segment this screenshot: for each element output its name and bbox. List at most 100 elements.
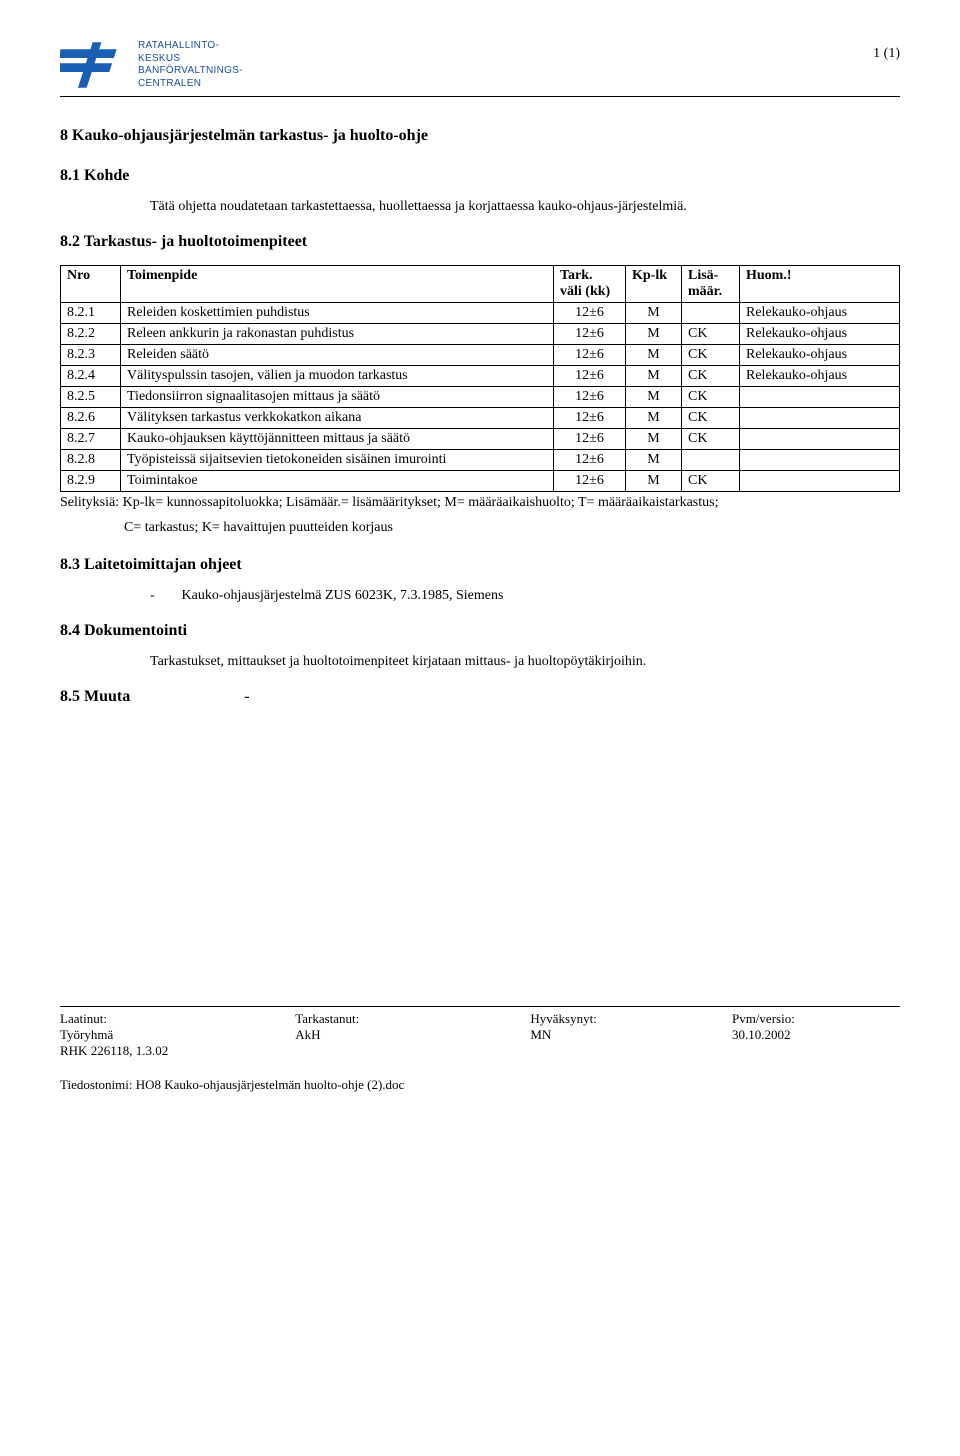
cell-kplk: M (626, 366, 682, 387)
cell-kplk: M (626, 324, 682, 345)
col-tark: Tark. väli (kk) (554, 266, 626, 303)
table-row: 8.2.2Releen ankkurin ja rakonastan puhdi… (61, 324, 900, 345)
cell-lisa: CK (682, 429, 740, 450)
footer-pvm-label: Pvm/versio: (732, 1011, 900, 1027)
bullet-dash-icon: - (150, 588, 178, 604)
cell-lisa (682, 450, 740, 471)
cell-toimenpide: Tiedonsiirron signaalitasojen mittaus ja… (121, 387, 554, 408)
cell-lisa (682, 303, 740, 324)
footer-laatinut-value: Työryhmä (60, 1027, 295, 1043)
section-8-4-heading: 8.4 Dokumentointi (60, 622, 900, 640)
cell-huom: Relekauko-ohjaus (740, 324, 900, 345)
cell-toimenpide: Releiden säätö (121, 345, 554, 366)
cell-tark: 12±6 (554, 324, 626, 345)
cell-huom (740, 471, 900, 492)
cell-lisa: CK (682, 366, 740, 387)
section-8-1-heading: 8.1 Kohde (60, 167, 900, 185)
cell-tark: 12±6 (554, 471, 626, 492)
footer-ref: RHK 226118, 1.3.02 (60, 1043, 900, 1059)
cell-lisa: CK (682, 324, 740, 345)
cell-tark: 12±6 (554, 303, 626, 324)
cell-huom (740, 408, 900, 429)
cell-nro: 8.2.5 (61, 387, 121, 408)
col-tark-l2: väli (kk) (560, 284, 610, 299)
table-row: 8.2.7Kauko-ohjauksen käyttöjännitteen mi… (61, 429, 900, 450)
org-line: RATAHALLINTO- (138, 40, 219, 51)
cell-lisa: CK (682, 471, 740, 492)
footer-divider (60, 1006, 900, 1007)
table-row: 8.2.5Tiedonsiirron signaalitasojen mitta… (61, 387, 900, 408)
cell-toimenpide: Toimintakoe (121, 471, 554, 492)
table-body: 8.2.1Releiden koskettimien puhdistus12±6… (61, 303, 900, 492)
footer-laatinut-label: Laatinut: (60, 1011, 295, 1027)
section-8-5-dash: - (244, 688, 249, 705)
cell-tark: 12±6 (554, 366, 626, 387)
cell-huom: Relekauko-ohjaus (740, 345, 900, 366)
org-line: CENTRALEN (138, 78, 201, 89)
cell-toimenpide: Releen ankkurin ja rakonastan puhdistus (121, 324, 554, 345)
org-line: KESKUS (138, 53, 180, 64)
cell-toimenpide: Kauko-ohjauksen käyttöjännitteen mittaus… (121, 429, 554, 450)
col-kplk: Kp-lk (626, 266, 682, 303)
page-number: 1 (1) (873, 46, 900, 62)
cell-nro: 8.2.6 (61, 408, 121, 429)
section-8-5-heading: 8.5 Muuta - (60, 688, 900, 706)
cell-nro: 8.2.1 (61, 303, 121, 324)
col-toimenpide: Toimenpide (121, 266, 554, 303)
section-8-4-body: Tarkastukset, mittaukset ja huoltotoimen… (150, 654, 900, 670)
cell-kplk: M (626, 450, 682, 471)
footer-row-ref: RHK 226118, 1.3.02 (60, 1043, 900, 1059)
cell-nro: 8.2.4 (61, 366, 121, 387)
cell-toimenpide: Välityksen tarkastus verkkokatkon aikana (121, 408, 554, 429)
cell-tark: 12±6 (554, 450, 626, 471)
footer-filename: Tiedostonimi: HO8 Kauko-ohjausjärjestelm… (60, 1077, 900, 1093)
table-caption-line1: Selityksiä: Kp-lk= kunnossapitoluokka; L… (60, 494, 900, 513)
org-name: RATAHALLINTO- KESKUS BANFÖRVALTNINGS- CE… (138, 40, 243, 90)
cell-kplk: M (626, 387, 682, 408)
col-nro: Nro (61, 266, 121, 303)
cell-nro: 8.2.7 (61, 429, 121, 450)
header-divider (60, 96, 900, 97)
footer-pvm-value: 30.10.2002 (732, 1027, 900, 1043)
table-row: 8.2.1Releiden koskettimien puhdistus12±6… (61, 303, 900, 324)
cell-lisa: CK (682, 387, 740, 408)
cell-huom (740, 450, 900, 471)
page-header: RATAHALLINTO- KESKUS BANFÖRVALTNINGS- CE… (60, 40, 900, 90)
col-huom: Huom.! (740, 266, 900, 303)
cell-huom: Relekauko-ohjaus (740, 303, 900, 324)
table-header-row: Nro Toimenpide Tark. väli (kk) Kp-lk Lis… (61, 266, 900, 303)
section-8-1-body: Tätä ohjetta noudatetaan tarkastettaessa… (150, 199, 900, 215)
cell-nro: 8.2.3 (61, 345, 121, 366)
supplier-text: Kauko-ohjausjärjestelmä ZUS 6023K, 7.3.1… (182, 588, 504, 603)
section-8-2-heading: 8.2 Tarkastus- ja huoltotoimenpiteet (60, 233, 900, 251)
cell-nro: 8.2.8 (61, 450, 121, 471)
cell-nro: 8.2.2 (61, 324, 121, 345)
col-lisa-l2: määr. (688, 284, 722, 299)
supplier-bullet: - Kauko-ohjausjärjestelmä ZUS 6023K, 7.3… (150, 588, 900, 604)
cell-huom (740, 429, 900, 450)
cell-toimenpide: Työpisteissä sijaitsevien tietokoneiden … (121, 450, 554, 471)
cell-kplk: M (626, 345, 682, 366)
cell-nro: 8.2.9 (61, 471, 121, 492)
table-row: 8.2.6Välityksen tarkastus verkkokatkon a… (61, 408, 900, 429)
footer-hyvaksynyt-value: MN (530, 1027, 732, 1043)
org-logo-icon (60, 40, 130, 90)
col-lisa-l1: Lisä- (688, 268, 718, 283)
footer-table: Laatinut: Tarkastanut: Hyväksynyt: Pvm/v… (60, 1011, 900, 1059)
cell-toimenpide: Välityspulssin tasojen, välien ja muodon… (121, 366, 554, 387)
cell-lisa: CK (682, 345, 740, 366)
cell-toimenpide: Releiden koskettimien puhdistus (121, 303, 554, 324)
cell-kplk: M (626, 471, 682, 492)
cell-lisa: CK (682, 408, 740, 429)
org-line: BANFÖRVALTNINGS- (138, 65, 243, 76)
table-row: 8.2.8Työpisteissä sijaitsevien tietokone… (61, 450, 900, 471)
logo-block: RATAHALLINTO- KESKUS BANFÖRVALTNINGS- CE… (60, 40, 243, 90)
cell-kplk: M (626, 303, 682, 324)
footer-hyvaksynyt-label: Hyväksynyt: (530, 1011, 732, 1027)
cell-kplk: M (626, 408, 682, 429)
table-caption-line2: C= tarkastus; K= havaittujen puutteiden … (124, 519, 900, 538)
footer-tarkastanut-value: AkH (295, 1027, 530, 1043)
table-row: 8.2.4Välityspulssin tasojen, välien ja m… (61, 366, 900, 387)
section-8-5-label: 8.5 Muuta (60, 688, 130, 705)
col-lisa: Lisä- määr. (682, 266, 740, 303)
